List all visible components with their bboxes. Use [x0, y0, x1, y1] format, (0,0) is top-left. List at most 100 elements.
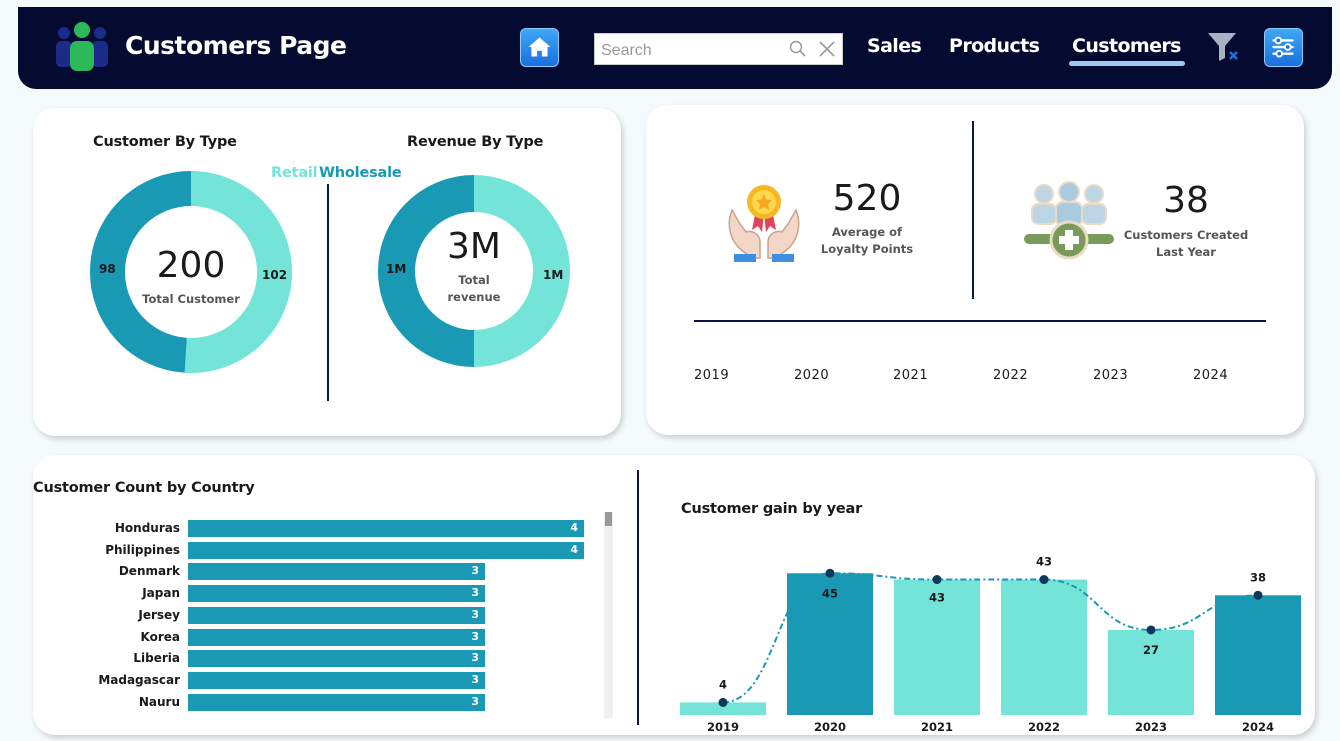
customer-gain-chart[interactable]: 2019 2020 2021 2022 2023 2024 4 45 43 43 27 38	[670, 530, 1310, 738]
gain-point[interactable]	[718, 697, 728, 707]
sliders-icon	[1272, 36, 1294, 58]
gain-point[interactable]	[1146, 625, 1156, 635]
country-bar-value: 4	[570, 521, 578, 534]
donut-slice-wholesale[interactable]	[90, 171, 192, 373]
total-revenue-label-2: revenue	[447, 290, 501, 304]
country-label: Nauru	[138, 694, 180, 709]
gain-data-label: 43	[1036, 555, 1052, 569]
gain-data-label: 4	[719, 677, 727, 691]
country-label: Denmark	[118, 564, 180, 579]
country-bar-value: 4	[570, 542, 578, 556]
search-icon[interactable]	[789, 40, 807, 58]
gain-chart-title: Customer gain by year	[681, 501, 863, 517]
customer-by-type-title: Customer By Type	[93, 134, 237, 150]
loyalty-label-1: Average of	[831, 225, 903, 239]
search-box[interactable]: Search	[594, 33, 843, 65]
country-chart-title: Customer Count by Country	[33, 480, 255, 496]
country-bar[interactable]: 3	[188, 650, 485, 668]
created-label-1: Customers Created	[1123, 228, 1249, 242]
gain-data-label: 27	[1143, 643, 1159, 657]
nav-sales[interactable]: Sales	[867, 35, 922, 57]
retail-revenue-label: 1M	[543, 268, 564, 282]
country-bar-value: 3	[471, 564, 479, 578]
donut-slice-retail[interactable]	[473, 175, 570, 367]
total-revenue-label-1: Total	[458, 273, 490, 287]
gain-point[interactable]	[1039, 575, 1049, 585]
country-bar[interactable]: 4	[188, 520, 584, 537]
gain-x-label: 2023	[1135, 720, 1167, 734]
year-slicer-2021[interactable]: 2021	[893, 368, 929, 383]
wholesale-count-label: 98	[99, 262, 116, 276]
home-button[interactable]	[520, 28, 559, 67]
total-customer-value: 200	[156, 245, 226, 286]
country-label: Madagascar	[98, 672, 180, 687]
year-slicer-2022[interactable]: 2022	[993, 368, 1029, 383]
gain-x-label: 2019	[707, 720, 739, 734]
gain-data-label: 45	[822, 586, 838, 600]
gain-x-label: 2021	[921, 720, 953, 734]
gain-bar-2020[interactable]	[787, 573, 873, 715]
country-bar-value: 3	[471, 694, 479, 708]
country-scrollbar[interactable]	[604, 512, 613, 718]
gain-bar-2023[interactable]	[1108, 629, 1194, 715]
year-slicer-line[interactable]	[694, 320, 1266, 322]
card-divider	[327, 184, 329, 401]
country-scrollbar-thumb[interactable]	[605, 512, 612, 526]
country-label: Jersey	[138, 607, 180, 622]
clear-filter-icon[interactable]	[1206, 30, 1242, 64]
gain-x-label: 2022	[1028, 720, 1060, 734]
country-bar-value: 3	[471, 672, 479, 686]
country-label: Korea	[140, 629, 181, 644]
loyalty-points-value: 520	[832, 178, 902, 219]
gain-bar-2019[interactable]	[680, 702, 766, 715]
gain-x-label: 2024	[1242, 720, 1274, 734]
customers-logo-icon	[56, 22, 108, 71]
gain-bar-2022[interactable]	[1001, 579, 1087, 715]
donut-slice-retail[interactable]	[184, 171, 292, 373]
gain-point[interactable]	[825, 568, 835, 578]
donut-slice-wholesale[interactable]	[378, 175, 475, 367]
gain-trend-line	[722, 572, 1259, 704]
country-bar[interactable]: 3	[188, 628, 485, 646]
country-bar[interactable]: 3	[188, 671, 485, 689]
year-slicer-2024[interactable]: 2024	[1193, 368, 1229, 383]
legend-retail[interactable]: Retail	[271, 165, 318, 181]
legend-wholesale[interactable]: Wholesale	[319, 165, 402, 181]
retail-count-label: 102	[262, 268, 288, 282]
country-bar[interactable]: 3	[188, 693, 485, 711]
year-slicer-2023[interactable]: 2023	[1093, 368, 1129, 383]
created-label-2: Last Year	[1156, 245, 1216, 259]
home-icon	[528, 37, 551, 57]
customer-type-donut[interactable]	[90, 171, 292, 373]
customers-created-value: 38	[1163, 180, 1209, 221]
gain-bar-2024[interactable]	[1215, 595, 1301, 715]
year-slicer-2020[interactable]: 2020	[794, 368, 830, 383]
close-icon[interactable]	[817, 39, 837, 59]
country-bar[interactable]: 3	[188, 563, 485, 581]
country-bar[interactable]: 3	[188, 585, 485, 603]
settings-button[interactable]	[1264, 28, 1303, 67]
kpi-divider	[972, 121, 974, 299]
year-slicer-2019[interactable]: 2019	[694, 368, 730, 383]
nav-products[interactable]: Products	[949, 35, 1040, 57]
revenue-type-donut[interactable]	[378, 175, 570, 367]
country-bar-value: 3	[471, 629, 479, 643]
country-bar-value: 3	[471, 651, 479, 665]
revenue-by-type-title: Revenue By Type	[407, 134, 544, 150]
search-placeholder: Search	[601, 42, 652, 59]
gain-bar-2021[interactable]	[894, 579, 980, 715]
country-bar[interactable]: 4	[188, 541, 584, 559]
gain-point[interactable]	[1253, 590, 1263, 600]
country-label: Philippines	[105, 542, 180, 557]
country-bar-value: 3	[471, 586, 479, 600]
loyalty-label-2: Loyalty Points	[820, 242, 914, 256]
gain-data-label: 38	[1250, 570, 1266, 584]
add-customers-icon	[1024, 181, 1114, 260]
gain-point[interactable]	[932, 575, 942, 585]
charts-divider	[637, 470, 639, 725]
country-label: Japan	[142, 586, 180, 601]
nav-customers[interactable]: Customers	[1072, 35, 1181, 57]
nav-active-underline	[1069, 61, 1185, 66]
total-customer-label: Total Customer	[142, 292, 240, 306]
country-bar[interactable]: 3	[188, 606, 485, 624]
